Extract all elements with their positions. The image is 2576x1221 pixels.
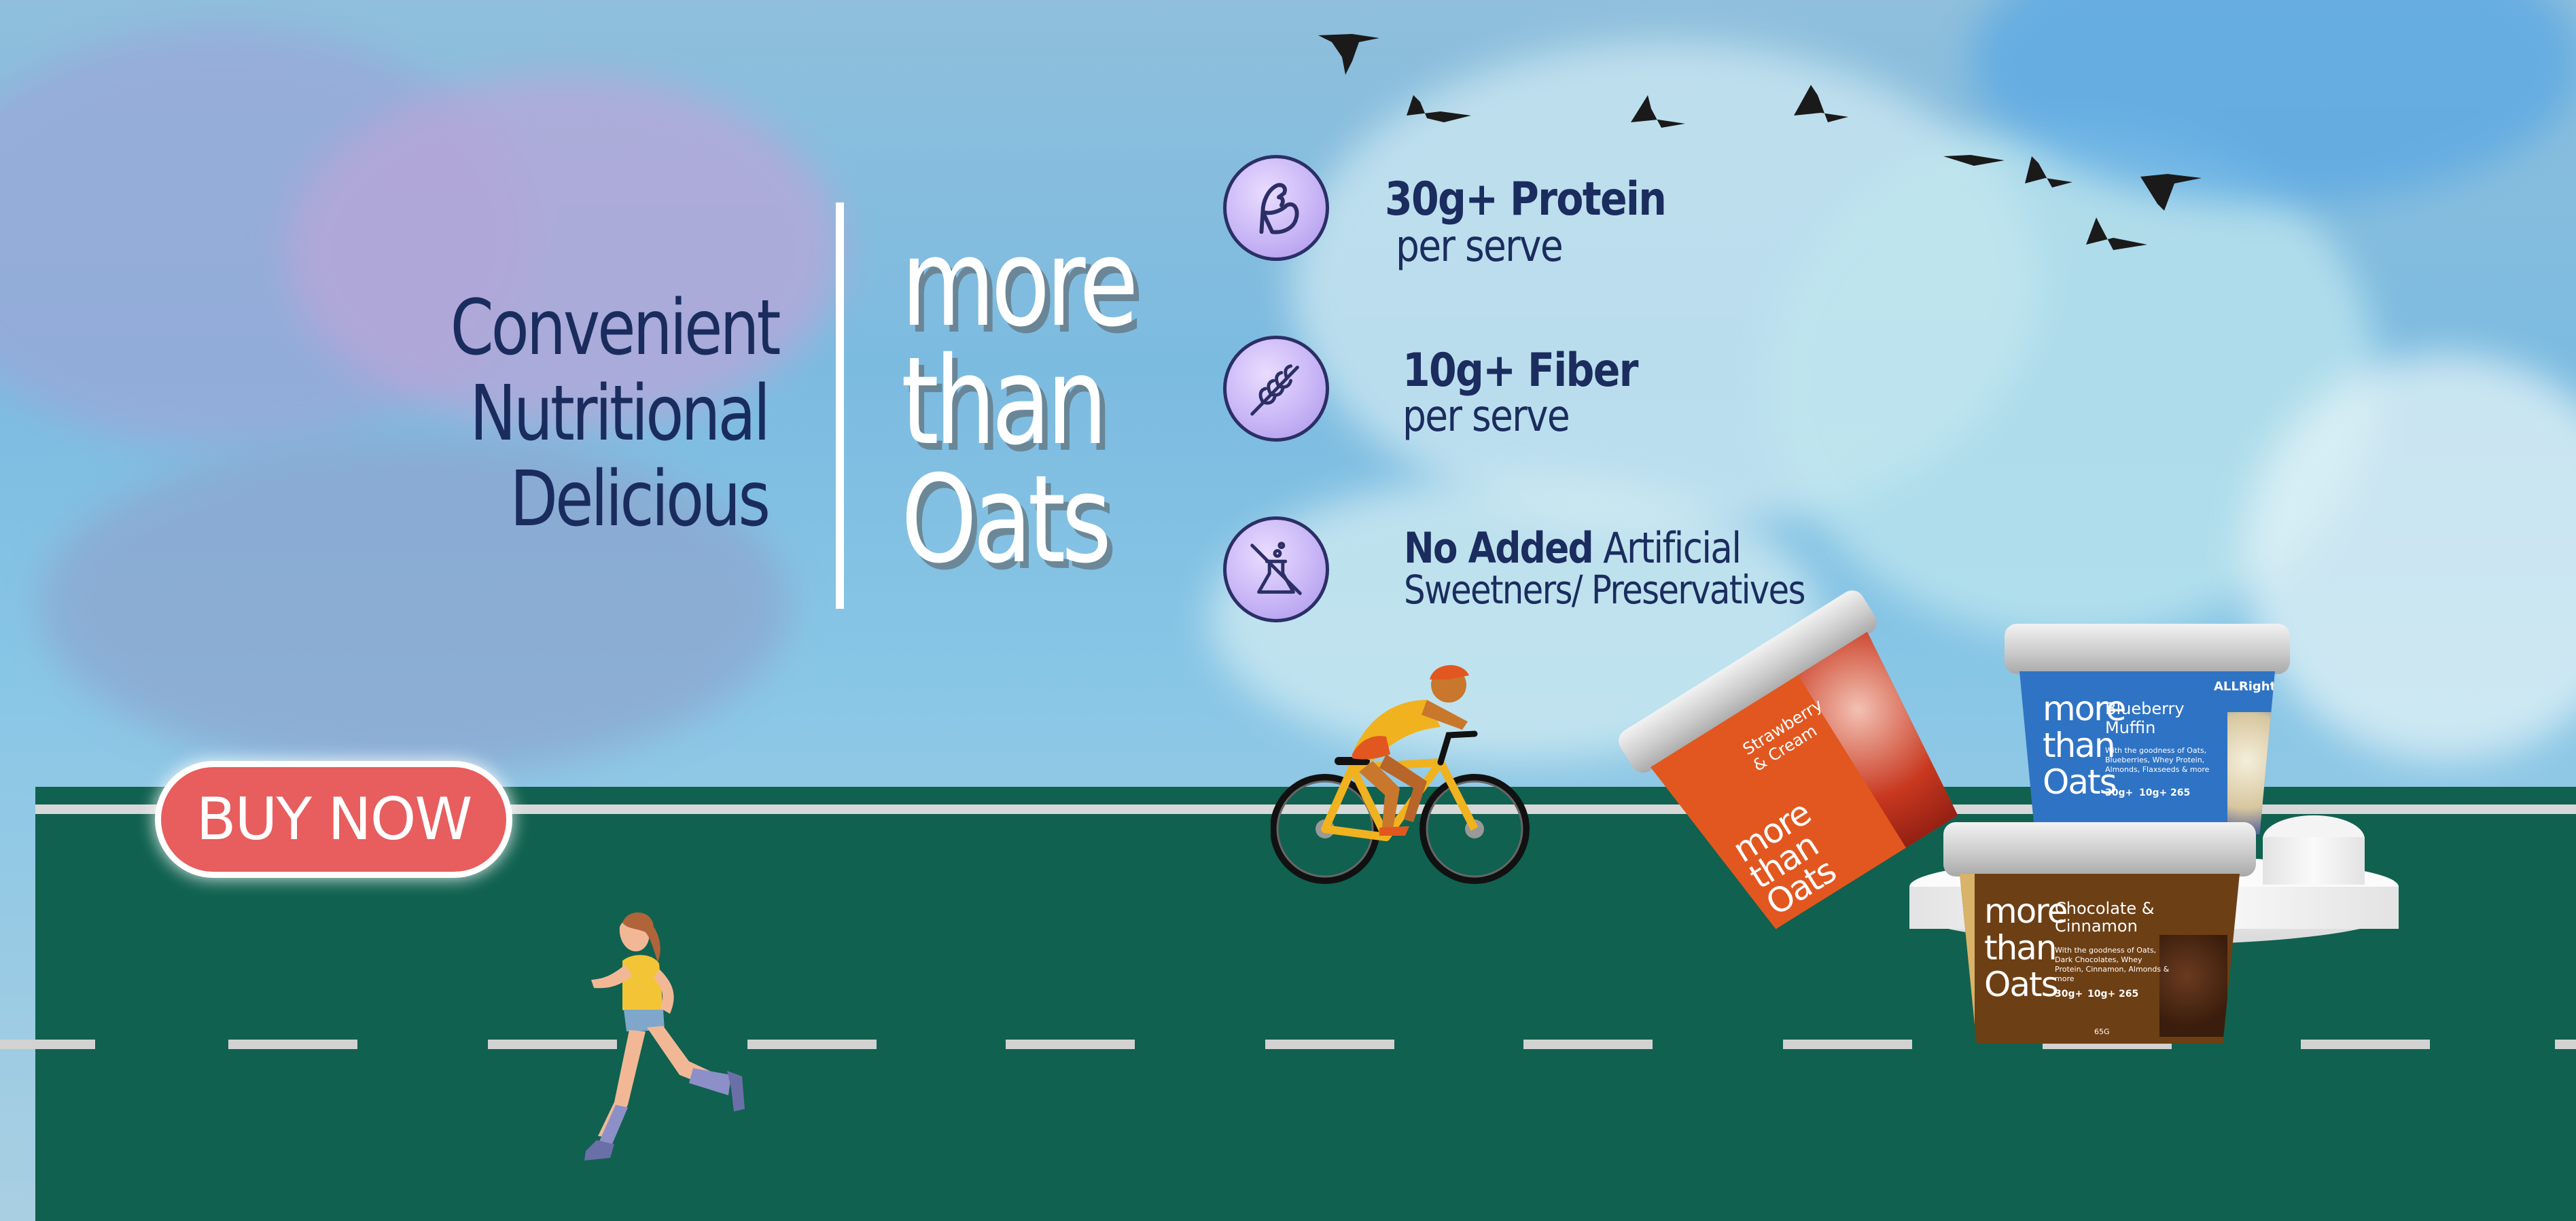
- brand-line-1: more: [901, 213, 1139, 353]
- allright-logo: ALLRight: [2214, 679, 2275, 694]
- strawberry-photo: [1798, 632, 1975, 848]
- brand-line-2: than: [901, 331, 1108, 472]
- lane-dash: [488, 1040, 617, 1049]
- cup-brand-line-3: Oats: [1984, 965, 2059, 1004]
- feature-title-fiber: 10g+ Fiber: [1402, 344, 1638, 397]
- tagline-line-1: Convenient: [450, 284, 781, 372]
- feature-title-no-added: No Added Artificial: [1404, 523, 1742, 573]
- tagline-line-2: Nutritional: [470, 370, 771, 458]
- wheat-grain-icon: [1223, 336, 1329, 442]
- buy-now-button[interactable]: BUY NOW: [155, 761, 512, 878]
- lane-dash: [228, 1040, 357, 1049]
- cup-side-strip: [1960, 874, 1975, 1044]
- lane-dash: [1783, 1040, 1912, 1049]
- feature-subtitle-fiber: per serve: [1402, 391, 1570, 442]
- chocolate-oats-photo: [2159, 935, 2227, 1037]
- cup-brand-line-1: more: [1984, 891, 2068, 931]
- cloud-shape: [41, 435, 788, 775]
- cup-brand-line-3: Oats: [2043, 762, 2117, 802]
- cup-stat-protein: 30g+: [2055, 989, 2083, 999]
- cup-lid: [2005, 624, 2290, 674]
- lane-dash: [1523, 1040, 1653, 1049]
- lane-dash: [747, 1040, 877, 1049]
- vertical-divider: [836, 202, 844, 609]
- cup-stat-protein: 30g+: [2105, 788, 2134, 798]
- tagline: Convenient Nutritional Delicious: [450, 284, 781, 544]
- cup-flavor-line-1: Chocolate &: [2055, 899, 2155, 918]
- cup-stat-calories: 265: [2170, 788, 2191, 798]
- cup-brand-line-1: more: [2043, 689, 2127, 728]
- cup-flavor-line-2: Muffin: [2105, 718, 2156, 737]
- cup-flavor-line-2: Cinnamon: [2055, 917, 2138, 936]
- cup-body: ALLRight more than Oats Blueberry Muffin…: [2019, 671, 2275, 834]
- feature-title-no-added-bold: No Added: [1404, 523, 1594, 573]
- cup-stat-calories: 265: [2119, 989, 2139, 999]
- cup-description: With the goodness of Oats, Dark Chocolat…: [2055, 946, 2170, 983]
- cup-flavor-line-1: Blueberry: [2105, 699, 2185, 718]
- cup-brand-line-2: than: [2043, 726, 2116, 765]
- lane-dash: [0, 1040, 95, 1049]
- display-pedestal-top-side: [2263, 837, 2365, 885]
- feature-subtitle-protein: per serve: [1396, 222, 1564, 272]
- cup-brand-line-2: than: [1984, 928, 2058, 968]
- cloud-shape: [285, 75, 843, 428]
- flexed-bicep-icon: [1223, 155, 1329, 261]
- feature-title-protein: 30g+ Protein: [1385, 173, 1667, 226]
- cup-lid: [1943, 822, 2256, 877]
- brand-wordmark: more than Oats: [901, 213, 1139, 590]
- cloud-shape: [2242, 353, 2576, 761]
- lane-dash: [1006, 1040, 1135, 1049]
- lane-dash: [2301, 1040, 2430, 1049]
- cup-weight: 65G: [2094, 1027, 2110, 1036]
- tagline-line-3: Delicious: [510, 455, 771, 544]
- cyclist-illustration: [1271, 665, 1530, 884]
- flying-birds-icon: [1318, 34, 2202, 250]
- blueberry-photo: [2227, 712, 2275, 834]
- cup-stat-fiber: 10g+: [2087, 989, 2116, 999]
- feature-title-no-added-rest: Artificial: [1592, 523, 1742, 573]
- product-cup-blueberry-muffin[interactable]: ALLRight more than Oats Blueberry Muffin…: [2005, 624, 2290, 841]
- no-chemicals-flask-icon: [1223, 516, 1329, 622]
- cup-stat-fiber: 10g+: [2139, 788, 2168, 798]
- lane-dash: [1265, 1040, 1394, 1049]
- runner-woman-illustration: [584, 912, 745, 1161]
- product-cup-chocolate-cinnamon[interactable]: more than Oats Chocolate & Cinnamon With…: [1943, 822, 2256, 1046]
- brand-line-3: Oats: [901, 449, 1112, 590]
- cup-body: more than Oats Chocolate & Cinnamon With…: [1960, 874, 2240, 1044]
- feature-subtitle-no-added: Sweetners/ Preservatives: [1404, 567, 1805, 613]
- lane-dash: [2555, 1040, 2576, 1049]
- cup-description: With the goodness of Oats, Blueberries, …: [2105, 746, 2210, 774]
